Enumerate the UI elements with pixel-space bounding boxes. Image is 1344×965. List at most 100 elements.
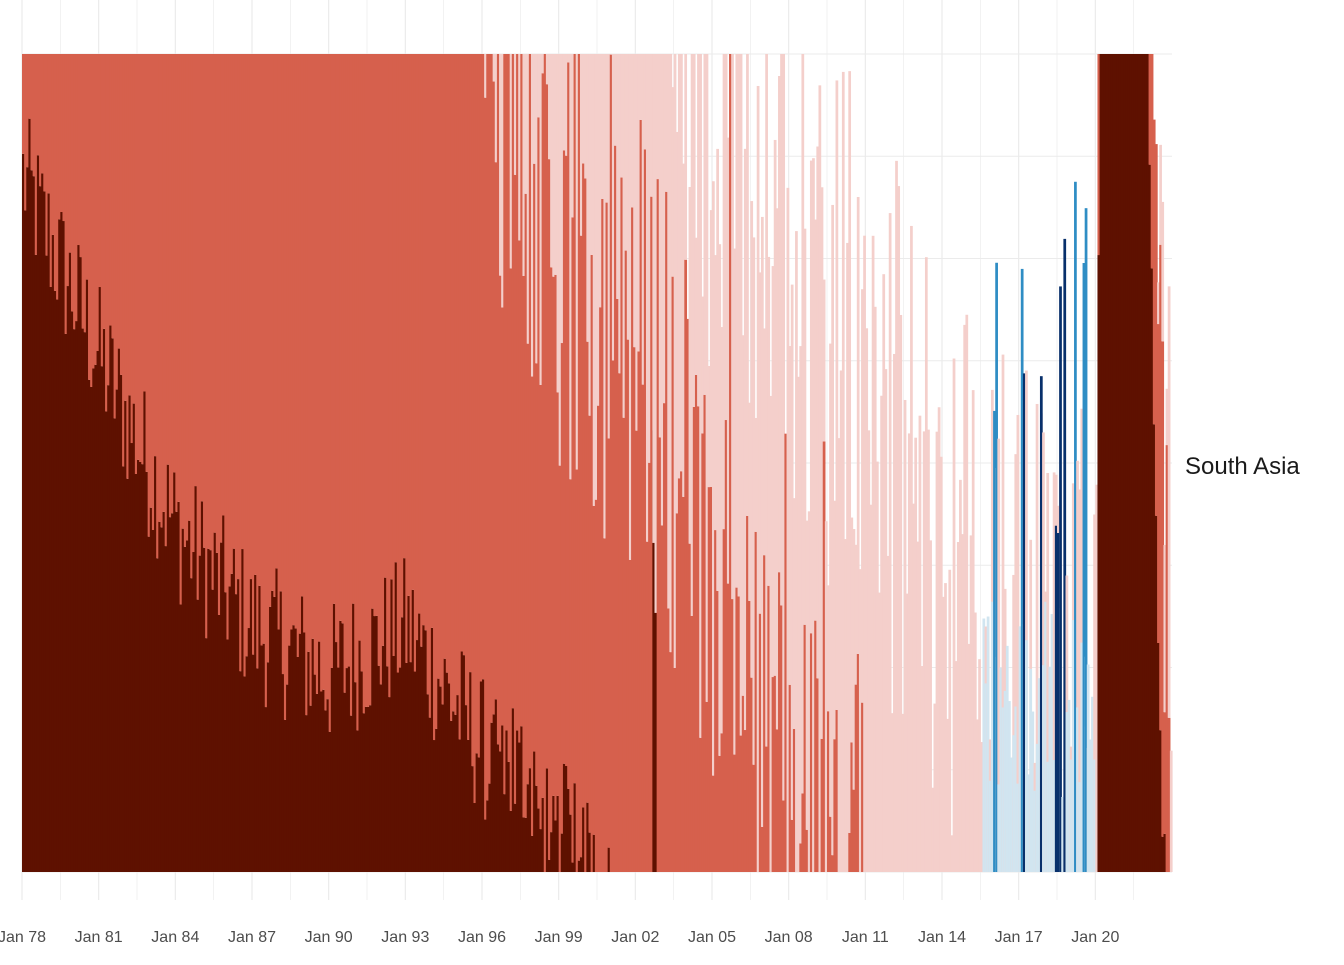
area-light-red xyxy=(518,54,521,241)
area-dark-red xyxy=(450,720,453,872)
area-light-red xyxy=(954,661,958,872)
area-dark-red xyxy=(154,456,157,872)
area-dark-red xyxy=(1105,54,1109,872)
area-dark-red xyxy=(158,521,162,872)
area-dark-red xyxy=(224,592,228,872)
area-light-red xyxy=(707,365,711,488)
area-light-blue xyxy=(1018,626,1022,872)
area-light-red xyxy=(601,54,604,199)
area-light-blue xyxy=(988,780,992,872)
area-dark-red xyxy=(516,730,519,872)
area-dark-red xyxy=(90,386,93,872)
area-red xyxy=(213,54,217,533)
x-tick-label: Jan 93 xyxy=(381,929,429,946)
area-light-red xyxy=(565,54,568,156)
area-red xyxy=(215,54,219,553)
area-light-red xyxy=(803,228,807,625)
area-dark-red xyxy=(371,608,374,872)
area-red xyxy=(569,479,573,815)
area-dark-red xyxy=(386,666,389,872)
area-red xyxy=(339,54,343,621)
area-light-blue xyxy=(1048,666,1052,872)
area-red xyxy=(486,54,489,801)
area-red xyxy=(543,54,547,872)
area-red xyxy=(26,54,29,168)
area-light-blue xyxy=(1052,760,1056,872)
area-red xyxy=(396,54,400,673)
area-dark-red xyxy=(415,640,419,872)
area-light-red xyxy=(637,54,641,352)
area-light-red xyxy=(907,433,911,872)
area-red xyxy=(782,800,786,872)
area-dark-red xyxy=(296,656,300,872)
facet-label: South Asia xyxy=(1185,453,1300,480)
area-red xyxy=(64,54,68,334)
area-red xyxy=(243,54,247,677)
area-light-red xyxy=(545,54,549,85)
area-red xyxy=(34,54,38,255)
area-red xyxy=(814,620,817,872)
area-dark-red xyxy=(1120,54,1124,872)
area-red xyxy=(439,54,443,687)
area-light-red xyxy=(969,535,973,872)
area-light-red xyxy=(963,324,967,872)
area-red xyxy=(799,843,803,872)
area-dark-red xyxy=(111,338,115,873)
area-dark-red xyxy=(1125,54,1128,872)
area-dark-red xyxy=(292,625,296,872)
area-light-red xyxy=(912,503,915,872)
area-dark-red xyxy=(141,464,144,872)
area-dark-red xyxy=(398,667,402,872)
area-red xyxy=(143,54,147,392)
area-red xyxy=(750,677,754,872)
area-red xyxy=(247,54,251,629)
area-dark-red xyxy=(215,552,219,872)
area-dark-red xyxy=(441,704,445,872)
area-red xyxy=(388,54,392,698)
area-red xyxy=(275,54,279,569)
area-blue xyxy=(1020,268,1024,872)
area-red xyxy=(70,54,74,312)
area-red xyxy=(767,585,771,872)
area-light-red xyxy=(814,219,817,621)
area-red xyxy=(30,54,34,171)
area-red xyxy=(111,54,115,339)
area-red xyxy=(58,54,61,220)
area-red xyxy=(288,54,291,646)
area-red xyxy=(724,420,728,872)
area-red xyxy=(117,54,121,349)
area-dark-red xyxy=(94,364,98,872)
area-light-red xyxy=(614,54,617,146)
area-red xyxy=(168,54,172,518)
area-red xyxy=(260,54,264,646)
area-light-red xyxy=(635,54,639,431)
area-dark-red xyxy=(428,717,432,872)
area-red xyxy=(158,54,162,522)
area-red xyxy=(283,54,287,720)
area-red xyxy=(624,250,628,872)
area-red xyxy=(328,54,332,732)
area-light-red xyxy=(671,87,675,277)
area-light-blue xyxy=(1044,601,1047,872)
area-dark-blue xyxy=(1057,533,1060,872)
area-dark-red xyxy=(375,615,379,872)
area-dark-red xyxy=(1159,730,1162,872)
area-blue xyxy=(1084,208,1088,873)
area-red xyxy=(53,54,57,291)
area-red xyxy=(645,541,649,872)
area-red xyxy=(75,54,78,322)
area-light-red xyxy=(856,197,860,654)
area-dark-red xyxy=(501,725,504,872)
area-dark-red xyxy=(36,155,40,872)
area-red xyxy=(228,54,232,587)
area-red xyxy=(113,54,117,419)
area-light-red xyxy=(880,395,883,872)
area-light-red xyxy=(841,71,845,872)
area-red xyxy=(575,469,579,872)
area-dark-red xyxy=(60,212,64,872)
area-light-red xyxy=(760,216,764,827)
area-dark-red xyxy=(475,753,479,872)
area-red xyxy=(709,486,713,872)
area-dark-red xyxy=(205,638,208,872)
area-red xyxy=(371,54,374,609)
